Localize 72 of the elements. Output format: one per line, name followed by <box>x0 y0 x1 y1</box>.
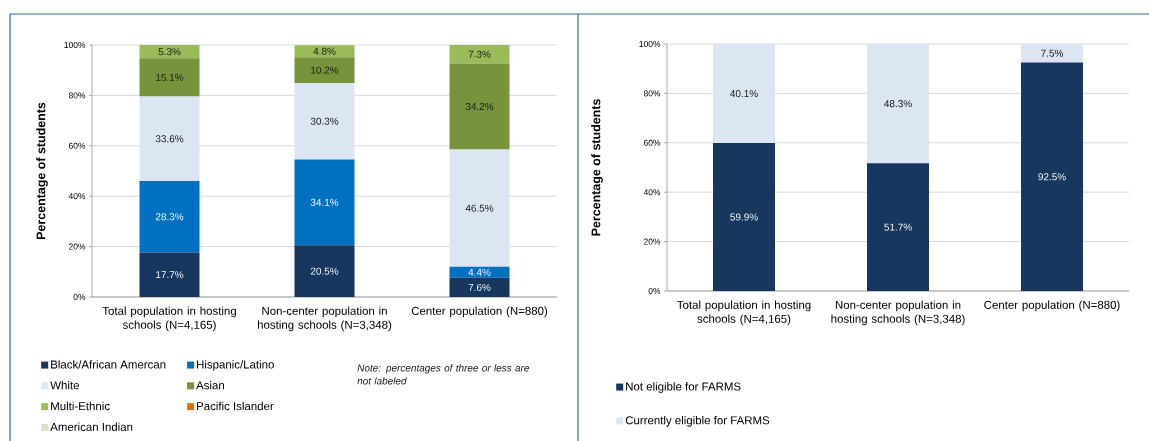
x-tick-label: Total population in hosting schools (N=4,165) <box>677 300 811 326</box>
bar <box>139 44 200 59</box>
legend-label: White <box>50 380 79 390</box>
data-label: 40.1% <box>730 89 758 98</box>
y-axis-title: Percentage of students <box>36 102 48 240</box>
y-tick-label: 80% <box>68 92 86 99</box>
bar <box>139 96 200 182</box>
bar <box>449 277 510 297</box>
bar <box>294 83 355 160</box>
y-tick-label: 100% <box>64 42 86 48</box>
data-label: 59.9% <box>730 213 758 221</box>
x-tick-label: Non-center population in hosting schools (N=3,348) <box>831 300 965 326</box>
data-label: 4.8% <box>313 47 336 55</box>
data-label: 51.7% <box>884 223 912 231</box>
y-tick-label: 80% <box>643 90 661 97</box>
data-label: 10.2% <box>311 66 339 74</box>
y-tick-label: 40% <box>68 193 86 200</box>
legend-label: Black/African Amercan <box>51 360 166 369</box>
data-label: 15.1% <box>156 73 184 81</box>
x-tick-label: Non-center population in hosting schools (N=3,348) <box>257 306 392 332</box>
bar <box>449 44 510 64</box>
legend-label: Asian <box>196 380 224 390</box>
bar <box>139 181 200 253</box>
y-tick-label: 0% <box>73 293 86 300</box>
data-label: 7.3% <box>468 50 491 58</box>
bar <box>449 63 510 150</box>
bar <box>867 163 930 291</box>
data-label: 4.4% <box>468 268 491 276</box>
data-label: 5.3% <box>158 48 181 56</box>
bar <box>139 58 200 97</box>
bar <box>294 245 355 297</box>
y-tick-label: 40% <box>643 189 661 196</box>
legend-label: Currently eligible for FARMS <box>625 415 770 427</box>
legend-label: Multi-Ethnic <box>51 401 110 411</box>
bar <box>294 57 355 84</box>
bar <box>1021 43 1084 63</box>
data-label: 20.5% <box>310 267 339 275</box>
x-tick-label: Total population in hosting schools (N=4,165) <box>102 306 236 332</box>
y-tick-label: 20% <box>643 238 661 245</box>
legend-label: Hispanic/Latino <box>197 360 274 371</box>
legend-label: American Indian <box>50 422 133 431</box>
bar <box>139 252 200 297</box>
data-label: 30.3% <box>310 117 339 125</box>
bar <box>713 43 776 144</box>
data-label: 34.1% <box>310 198 339 206</box>
legend-label: Not eligible for FARMS <box>626 382 741 393</box>
data-label: 34.2% <box>465 102 494 110</box>
bar <box>294 45 355 58</box>
text: Note: percentages of three or less are not labeled <box>357 364 530 385</box>
x-tick-label: Center population (N=880) <box>984 300 1120 312</box>
bar <box>449 266 510 278</box>
data-label: 7.5% <box>1041 49 1064 57</box>
y-tick-label: 100% <box>639 41 661 47</box>
data-label: 7.6% <box>468 283 491 291</box>
y-tick-label: 60% <box>643 139 661 146</box>
legend-label: Pacific Islander <box>197 401 274 411</box>
data-label: 28.3% <box>155 213 184 221</box>
bar <box>867 43 930 164</box>
bar <box>294 159 355 246</box>
data-label: 33.6% <box>155 135 184 143</box>
bar <box>1021 62 1084 291</box>
data-label: 17.7% <box>156 271 184 279</box>
y-tick-label: 0% <box>648 287 661 294</box>
y-axis-title: Percentage of students <box>591 99 603 236</box>
bar <box>449 149 510 267</box>
data-label: 46.5% <box>465 204 494 212</box>
data-label: 92.5% <box>1038 173 1066 181</box>
data-label: 48.3% <box>884 100 912 108</box>
y-tick-label: 20% <box>68 243 86 250</box>
y-tick-label: 60% <box>68 142 86 149</box>
x-tick-label: Center population (N=880) <box>411 306 548 318</box>
bar <box>713 143 776 291</box>
